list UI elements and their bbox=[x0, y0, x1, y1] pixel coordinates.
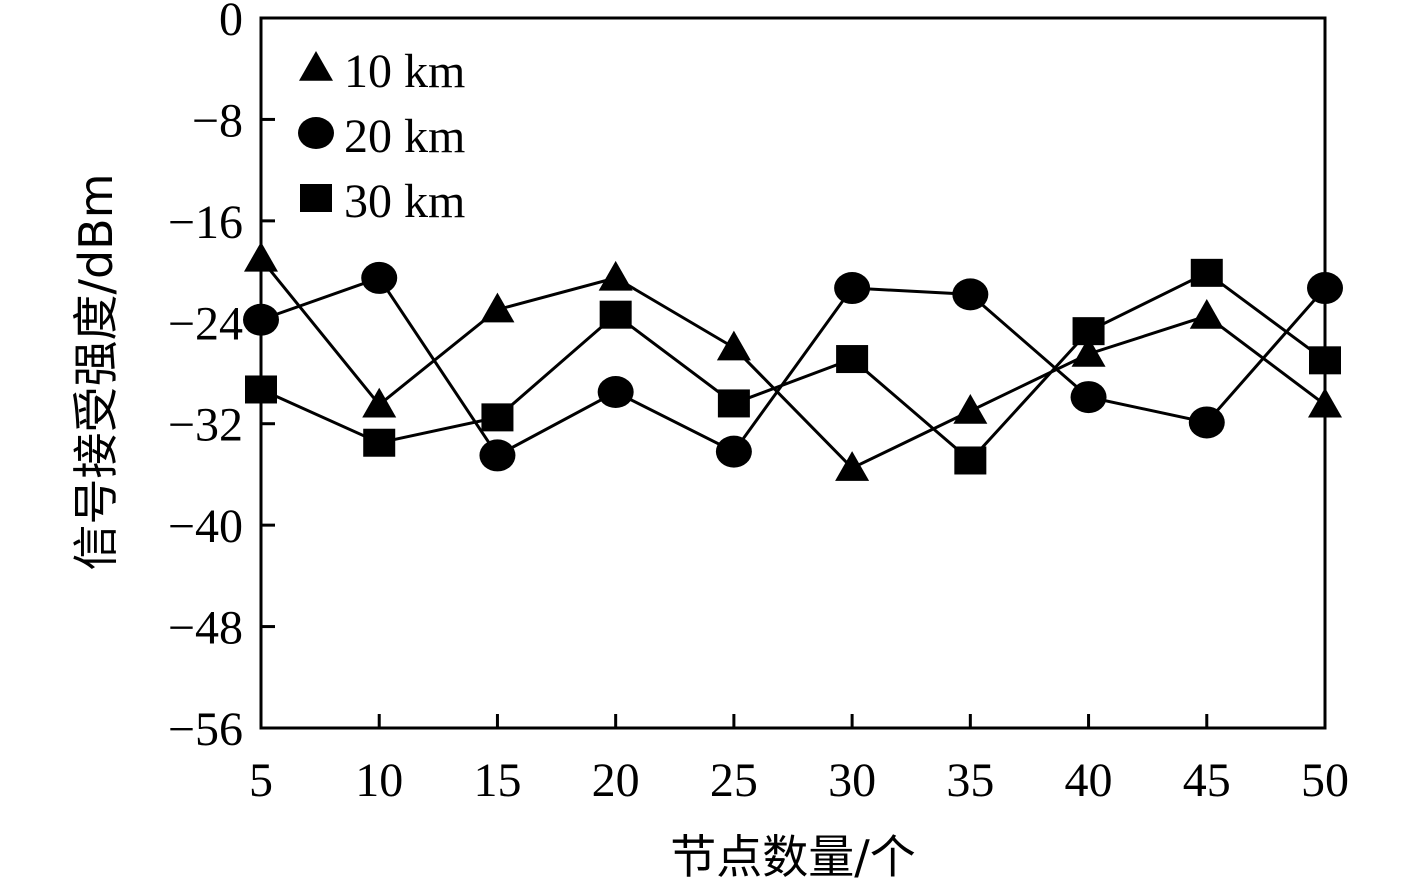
x-tick-label: 40 bbox=[1065, 754, 1113, 807]
data-point-triangle bbox=[362, 387, 397, 418]
y-tick-label: −56 bbox=[168, 703, 243, 756]
data-point-triangle bbox=[1189, 298, 1224, 329]
series-circle bbox=[243, 261, 1343, 472]
y-tick-label: −24 bbox=[168, 297, 243, 350]
data-point-square bbox=[836, 345, 869, 374]
data-point-square bbox=[1072, 317, 1105, 346]
data-point-circle bbox=[834, 272, 871, 305]
x-tick-label: 10 bbox=[355, 754, 403, 807]
x-tick-label: 50 bbox=[1301, 754, 1349, 807]
data-point-triangle bbox=[480, 292, 515, 323]
data-point-circle bbox=[243, 303, 279, 336]
y-tick-label: −16 bbox=[168, 196, 243, 249]
y-tick-label: −32 bbox=[168, 399, 243, 452]
data-point-square bbox=[481, 403, 514, 432]
x-tick-label: 15 bbox=[473, 754, 521, 807]
legend-label: 20 km bbox=[344, 110, 465, 163]
x-tick-label: 25 bbox=[710, 754, 758, 807]
data-point-circle bbox=[1307, 272, 1343, 305]
data-point-triangle bbox=[598, 260, 633, 291]
legend-label: 10 km bbox=[344, 45, 465, 98]
y-axis-title: 信号接受强度/dBm bbox=[69, 173, 123, 570]
x-axis-title: 节点数量/个 bbox=[670, 830, 916, 881]
x-tick-label: 5 bbox=[249, 754, 273, 807]
y-tick-label: −48 bbox=[168, 602, 243, 655]
y-tick-label: 0 bbox=[219, 0, 243, 46]
data-point-circle bbox=[715, 435, 752, 468]
x-tick-label: 45 bbox=[1183, 754, 1231, 807]
series-square bbox=[245, 258, 1341, 475]
legend-circle-icon bbox=[298, 117, 334, 149]
data-point-square bbox=[245, 375, 277, 404]
series-line bbox=[259, 257, 1326, 470]
y-axis: 0 −8 −16 −24 −32 −40 −48 −56 bbox=[168, 0, 275, 756]
y-tick-label: −8 bbox=[192, 94, 243, 147]
data-point-triangle bbox=[953, 394, 988, 424]
data-point-triangle bbox=[1308, 387, 1342, 418]
legend-triangle-icon bbox=[299, 51, 333, 81]
x-tick-label: 20 bbox=[592, 754, 640, 807]
data-point-square bbox=[363, 428, 396, 457]
data-point-circle bbox=[1070, 381, 1107, 414]
data-point-circle bbox=[1188, 406, 1225, 439]
x-tick-label: 30 bbox=[828, 754, 876, 807]
data-point-circle bbox=[952, 278, 989, 311]
data-point-square bbox=[954, 446, 987, 475]
series-triangle bbox=[244, 241, 1342, 481]
data-point-triangle bbox=[716, 330, 751, 361]
data-point-circle bbox=[361, 261, 398, 294]
data-point-square bbox=[717, 389, 750, 418]
data-point-square bbox=[1309, 346, 1341, 375]
data-point-circle bbox=[479, 439, 516, 472]
data-point-triangle bbox=[835, 451, 870, 481]
data-point-triangle bbox=[244, 241, 278, 272]
legend: 10 km 20 km 30 km bbox=[298, 45, 465, 228]
data-point-square bbox=[1190, 258, 1223, 287]
data-point-circle bbox=[597, 376, 634, 409]
series-line bbox=[260, 271, 1326, 463]
data-point-triangle bbox=[1071, 336, 1106, 367]
x-axis: 5 10 15 20 25 30 35 40 45 50 bbox=[249, 714, 1349, 807]
x-tick-label: 35 bbox=[946, 754, 994, 807]
series-line bbox=[260, 276, 1327, 458]
legend-label: 30 km bbox=[344, 175, 465, 228]
y-tick-label: −40 bbox=[168, 500, 243, 553]
data-point-square bbox=[599, 300, 632, 329]
series-layer bbox=[243, 241, 1343, 481]
legend-square-icon bbox=[300, 184, 332, 212]
